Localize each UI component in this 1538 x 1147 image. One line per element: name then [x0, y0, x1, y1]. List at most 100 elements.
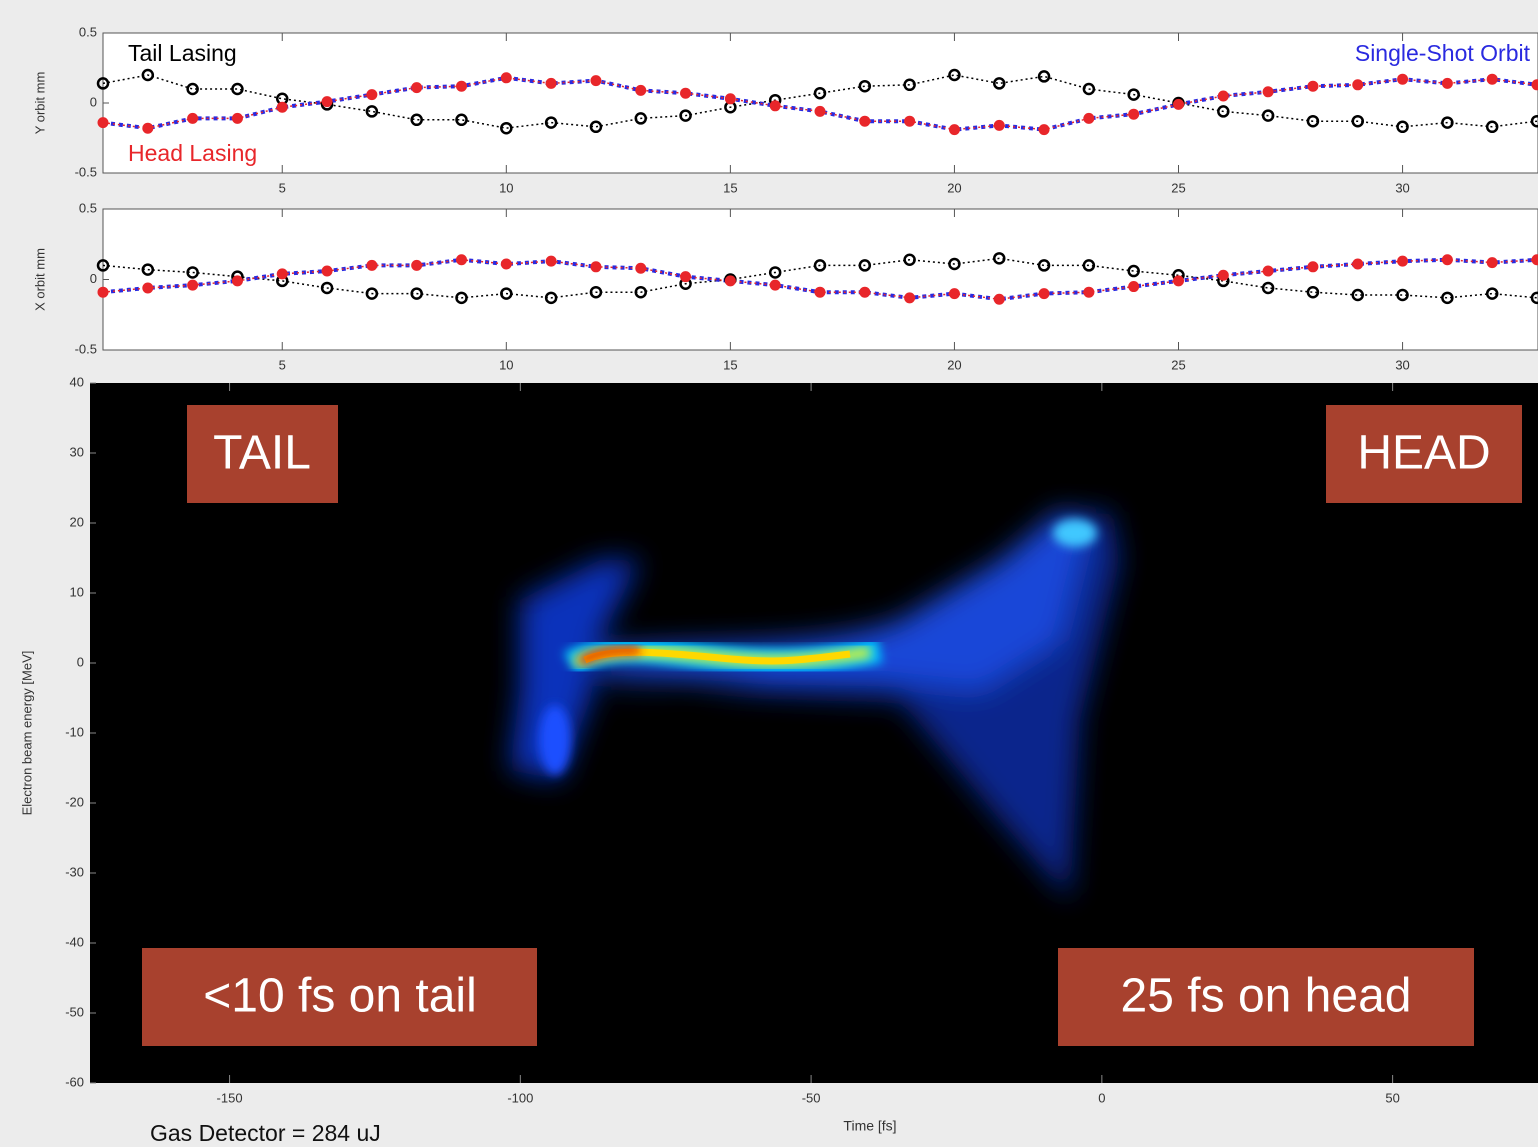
- x-tick-label: 25: [1171, 180, 1185, 195]
- y-tick-label: 10: [70, 584, 84, 599]
- data-point: [1174, 99, 1184, 109]
- data-point: [98, 287, 108, 297]
- data-point: [591, 76, 601, 86]
- data-point: [725, 94, 735, 104]
- y-tick-label: -60: [65, 1074, 84, 1089]
- annotation: HEAD: [1357, 427, 1490, 480]
- x-tick-label: 30: [1395, 180, 1409, 195]
- data-point: [860, 116, 870, 126]
- x-axis-label: Time [fs]: [843, 1118, 896, 1134]
- data-point: [457, 255, 467, 265]
- y-tick-label: 0.5: [79, 200, 97, 215]
- data-point: [815, 106, 825, 116]
- data-point: [1487, 258, 1497, 268]
- data-point: [546, 78, 556, 88]
- data-point: [367, 260, 377, 270]
- data-point: [188, 280, 198, 290]
- series-label: Single-Shot Orbit: [1355, 40, 1531, 66]
- y-tick-label: 40: [70, 374, 84, 389]
- data-point: [1532, 255, 1538, 265]
- data-point: [322, 97, 332, 107]
- x-tick-label: 15: [723, 357, 737, 372]
- x-tick-label: 15: [723, 180, 737, 195]
- data-point: [501, 259, 511, 269]
- data-point: [1129, 109, 1139, 119]
- x-tick-label: 20: [947, 180, 961, 195]
- data-point: [905, 116, 915, 126]
- data-point: [681, 272, 691, 282]
- y-tick-label: 20: [70, 514, 84, 529]
- y-tick-label: 30: [70, 444, 84, 459]
- y-axis-label: Electron beam energy [MeV]: [19, 651, 34, 816]
- data-point: [1442, 78, 1452, 88]
- x-tick-label: 50: [1385, 1090, 1399, 1105]
- data-point: [1487, 74, 1497, 84]
- data-point: [1263, 87, 1273, 97]
- data-point: [636, 85, 646, 95]
- data-point: [725, 276, 735, 286]
- data-point: [1084, 113, 1094, 123]
- data-point: [143, 283, 153, 293]
- y-tick-label: 0: [90, 94, 97, 109]
- data-point: [1084, 287, 1094, 297]
- data-point: [1353, 259, 1363, 269]
- data-point: [232, 113, 242, 123]
- data-point: [1039, 125, 1049, 135]
- annotation: TAIL: [213, 427, 311, 480]
- annotation: 25 fs on head: [1121, 970, 1412, 1023]
- data-point: [815, 287, 825, 297]
- y-tick-label: 0: [77, 654, 84, 669]
- data-point: [1174, 276, 1184, 286]
- data-point: [1442, 255, 1452, 265]
- data-point: [994, 120, 1004, 130]
- series-label: Tail Lasing: [128, 40, 237, 66]
- y-tick-label: -0.5: [75, 164, 97, 179]
- y-tick-label: -20: [65, 794, 84, 809]
- data-point: [232, 276, 242, 286]
- x-tick-label: 5: [279, 357, 286, 372]
- data-point: [277, 269, 287, 279]
- y-axis-label: X orbit mm: [32, 248, 47, 311]
- data-point: [143, 123, 153, 133]
- gas-detector-readout: Gas Detector = 284 uJ: [150, 1120, 381, 1146]
- data-point: [1353, 80, 1363, 90]
- data-point: [412, 83, 422, 93]
- data-point: [1039, 289, 1049, 299]
- page: TAIL HEAD <10 fs on tail 25 fs on head G…: [0, 0, 1538, 1147]
- data-point: [1129, 282, 1139, 292]
- figure: TAIL HEAD <10 fs on tail 25 fs on head G…: [0, 0, 1538, 1147]
- data-point: [188, 113, 198, 123]
- data-point: [860, 287, 870, 297]
- y-tick-label: 0: [90, 271, 97, 286]
- x-tick-label: -150: [217, 1090, 243, 1105]
- data-point: [1398, 256, 1408, 266]
- data-point: [1308, 81, 1318, 91]
- x-tick-label: 10: [499, 180, 513, 195]
- data-point: [949, 289, 959, 299]
- x-tick-label: -50: [802, 1090, 821, 1105]
- data-point: [322, 266, 332, 276]
- x-tick-label: 5: [279, 180, 286, 195]
- x-tick-label: 10: [499, 357, 513, 372]
- data-point: [770, 280, 780, 290]
- data-point: [277, 102, 287, 112]
- x-tick-label: 30: [1395, 357, 1409, 372]
- plot-area: [103, 209, 1538, 350]
- data-point: [412, 260, 422, 270]
- x-tick-label: 25: [1171, 357, 1185, 372]
- data-point: [591, 262, 601, 272]
- y-tick-label: -30: [65, 864, 84, 879]
- y-tick-label: -40: [65, 934, 84, 949]
- data-point: [1398, 74, 1408, 84]
- data-point: [905, 293, 915, 303]
- data-point: [546, 256, 556, 266]
- data-point: [681, 88, 691, 98]
- data-point: [1218, 270, 1228, 280]
- data-point: [1218, 91, 1228, 101]
- y-tick-label: -0.5: [75, 341, 97, 356]
- annotation: <10 fs on tail: [203, 970, 477, 1023]
- series-label: Head Lasing: [128, 140, 257, 166]
- y-tick-label: 0.5: [79, 24, 97, 39]
- data-point: [1308, 262, 1318, 272]
- data-point: [367, 90, 377, 100]
